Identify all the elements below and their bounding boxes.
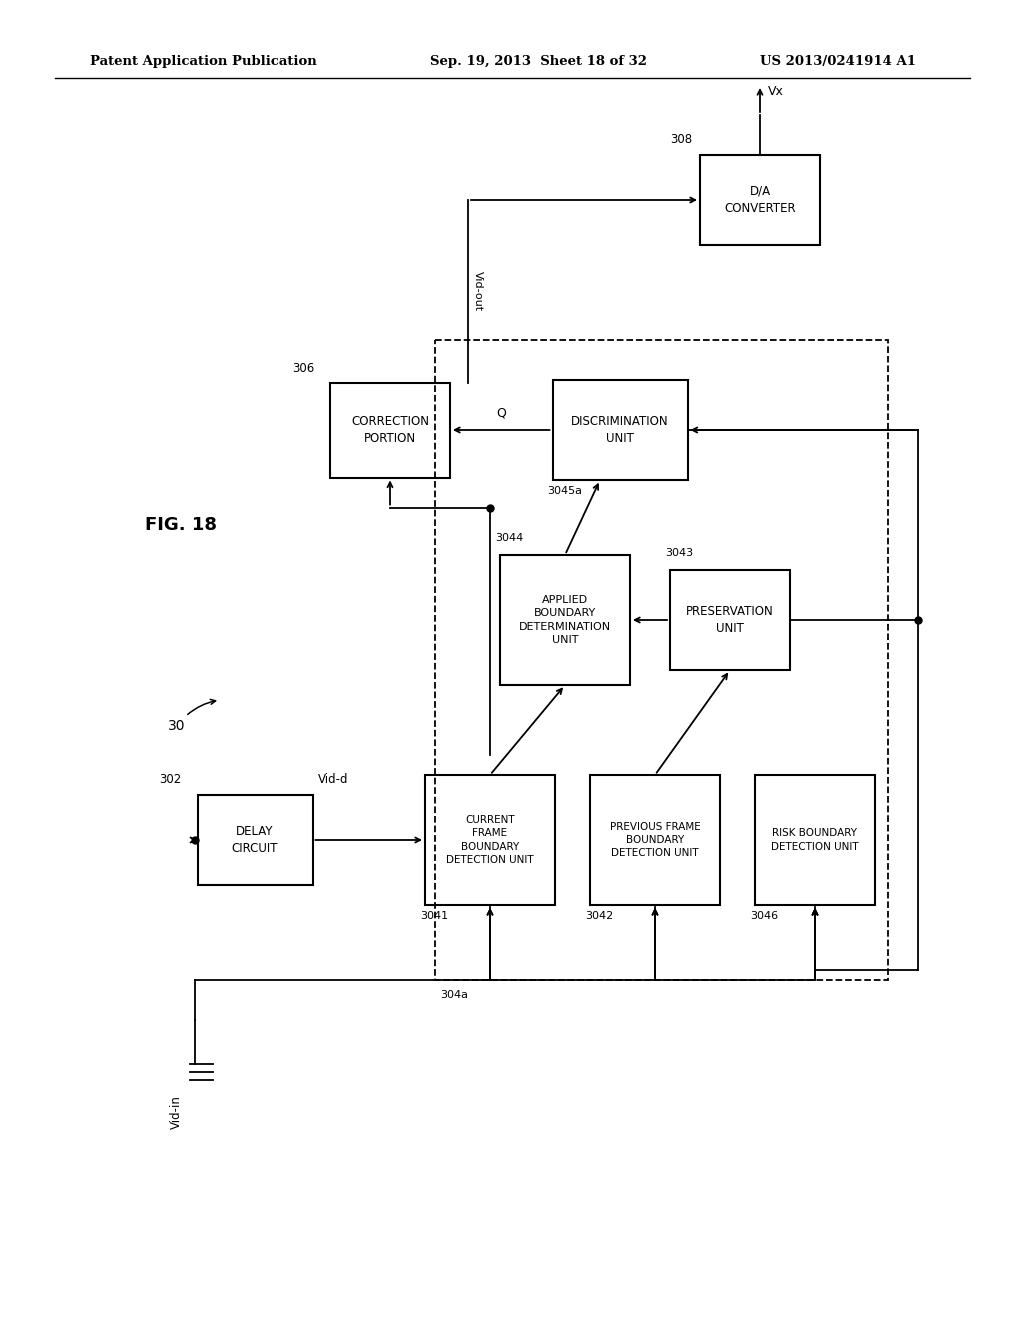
Text: Sep. 19, 2013  Sheet 18 of 32: Sep. 19, 2013 Sheet 18 of 32: [430, 55, 647, 69]
Text: 3041: 3041: [420, 911, 449, 921]
Text: 3046: 3046: [750, 911, 778, 921]
Text: 3044: 3044: [495, 533, 523, 543]
Text: 304a: 304a: [440, 990, 468, 1001]
Text: 3042: 3042: [585, 911, 613, 921]
Text: CURRENT
FRAME
BOUNDARY
DETECTION UNIT: CURRENT FRAME BOUNDARY DETECTION UNIT: [446, 816, 534, 865]
Text: 306: 306: [292, 363, 314, 375]
Bar: [553, 380, 687, 480]
Bar: [435, 341, 888, 979]
Bar: [500, 554, 630, 685]
Text: FIG. 18: FIG. 18: [145, 516, 217, 535]
Text: D/A
CONVERTER: D/A CONVERTER: [724, 185, 796, 215]
Bar: [198, 795, 312, 884]
Text: Patent Application Publication: Patent Application Publication: [90, 55, 316, 69]
Text: Q: Q: [497, 407, 506, 418]
Text: 3045a: 3045a: [548, 486, 583, 496]
Text: CORRECTION
PORTION: CORRECTION PORTION: [351, 414, 429, 445]
Text: 302: 302: [160, 774, 181, 785]
Text: US 2013/0241914 A1: US 2013/0241914 A1: [760, 55, 916, 69]
Bar: [755, 775, 874, 906]
Bar: [700, 154, 820, 246]
Text: RISK BOUNDARY
DETECTION UNIT: RISK BOUNDARY DETECTION UNIT: [771, 829, 859, 851]
Bar: [425, 775, 555, 906]
Bar: [590, 775, 720, 906]
Text: Vx: Vx: [768, 84, 784, 98]
Text: DELAY
CIRCUIT: DELAY CIRCUIT: [231, 825, 279, 855]
Bar: [330, 383, 450, 478]
Text: PREVIOUS FRAME
BOUNDARY
DETECTION UNIT: PREVIOUS FRAME BOUNDARY DETECTION UNIT: [609, 822, 700, 858]
Text: PRESERVATION
UNIT: PRESERVATION UNIT: [686, 605, 774, 635]
Bar: [670, 570, 790, 671]
Text: Vid-in: Vid-in: [170, 1096, 183, 1129]
Text: DISCRIMINATION
UNIT: DISCRIMINATION UNIT: [571, 414, 669, 445]
Text: 308: 308: [670, 133, 692, 147]
Text: 3043: 3043: [665, 548, 693, 558]
Text: Vid-d: Vid-d: [317, 774, 348, 785]
Text: Vid-out: Vid-out: [473, 271, 483, 312]
Text: 30: 30: [168, 700, 216, 733]
Text: APPLIED
BOUNDARY
DETERMINATION
UNIT: APPLIED BOUNDARY DETERMINATION UNIT: [519, 595, 611, 644]
